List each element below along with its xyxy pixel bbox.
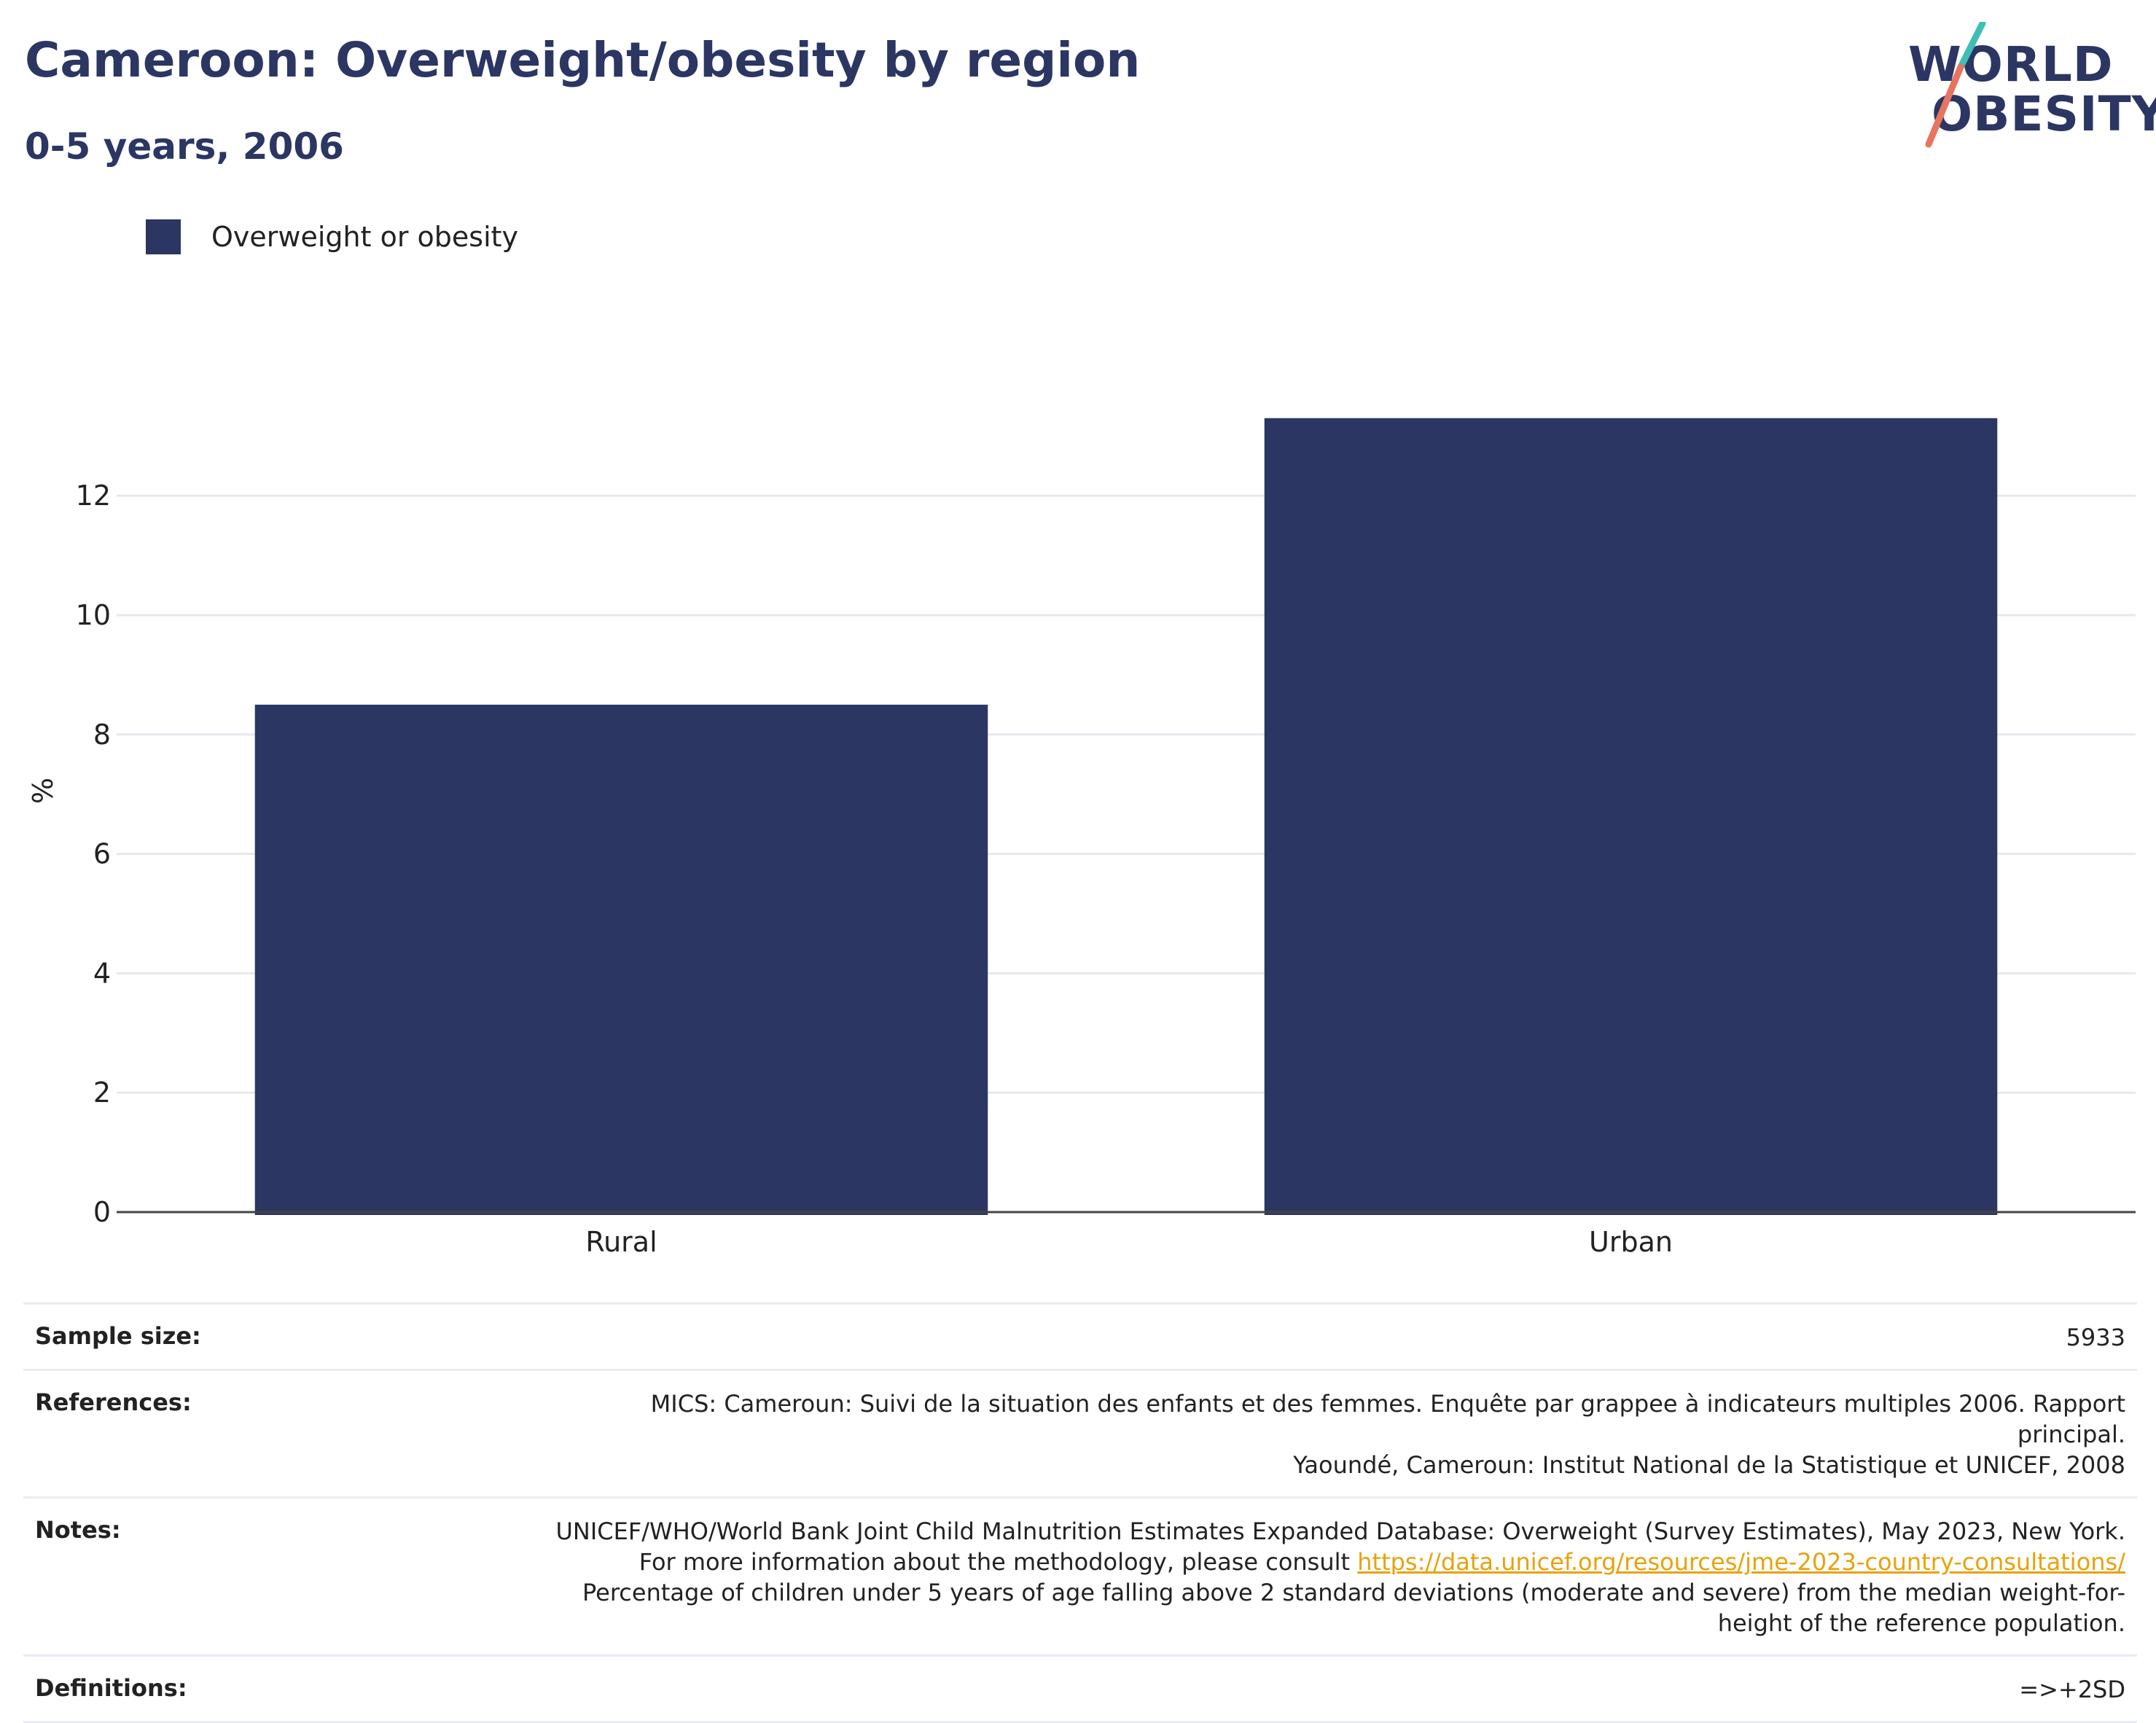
bar-chart: 0 2 4 6 8 10 12 Rural Urban % — [27, 418, 2136, 1258]
bars — [254, 418, 1998, 1216]
sample-size-value: 5933 — [2066, 1324, 2125, 1351]
x-tick-label: Rural — [585, 1226, 657, 1258]
definitions-label: Definitions: — [35, 1674, 187, 1702]
references-line-1: MICS: Cameroun: Suivi de la situation de… — [650, 1390, 2125, 1448]
info-table: Sample size: 5933 References: MICS: Came… — [23, 1302, 2137, 1723]
x-tick-label: Urban — [1589, 1226, 1673, 1258]
y-tick-label: 4 — [93, 957, 111, 989]
references-value: MICS: Cameroun: Suivi de la situation de… — [536, 1388, 2125, 1480]
bar-urban — [1264, 418, 1998, 1216]
y-axis-label: % — [27, 778, 59, 804]
y-tick-label: 10 — [76, 599, 111, 631]
notes-row: Notes: UNICEF/WHO/World Bank Joint Child… — [23, 1496, 2137, 1654]
world-obesity-logo: WORLD OBESITY — [1902, 22, 2156, 153]
notes-label: Notes: — [35, 1516, 121, 1544]
notes-text-1: UNICEF/WHO/World Bank Joint Child Malnut… — [555, 1517, 2126, 1576]
sample-size-row: Sample size: 5933 — [23, 1302, 2137, 1369]
y-tick-label: 6 — [93, 838, 111, 870]
logo-line-1: WORLD — [1908, 36, 2114, 93]
references-row: References: MICS: Cameroun: Suivi de la … — [23, 1369, 2137, 1496]
legend-swatch — [146, 219, 181, 254]
chart-title: Cameroon: Overweight/obesity by region — [25, 32, 1141, 88]
sample-size-label: Sample size: — [35, 1322, 201, 1350]
y-tick-label: 2 — [93, 1077, 111, 1109]
axes: 0 2 4 6 8 10 12 Rural Urban — [76, 480, 2136, 1258]
definitions-row: Definitions: =>+2SD — [23, 1654, 2137, 1723]
logo-slash-icon — [1925, 22, 1986, 148]
bar-rural — [254, 704, 988, 1215]
definitions-value: =>+2SD — [2019, 1676, 2125, 1703]
notes-link[interactable]: https://data.unicef.org/resources/jme-20… — [1357, 1548, 2125, 1576]
notes-text-2: Percentage of children under 5 years of … — [582, 1579, 2125, 1637]
y-tick-label: 12 — [76, 480, 111, 512]
chart-subtitle: 0-5 years, 2006 — [25, 125, 344, 168]
logo-line-2: OBESITY — [1932, 86, 2156, 142]
legend: Overweight or obesity — [146, 219, 518, 255]
references-label: References: — [35, 1388, 192, 1416]
references-line-2: Yaoundé, Cameroun: Institut National de … — [1293, 1451, 2125, 1479]
notes-value: UNICEF/WHO/World Bank Joint Child Malnut… — [536, 1516, 2126, 1638]
y-tick-label: 0 — [93, 1196, 111, 1228]
legend-label: Overweight or obesity — [211, 221, 519, 253]
y-tick-label: 8 — [93, 719, 111, 751]
